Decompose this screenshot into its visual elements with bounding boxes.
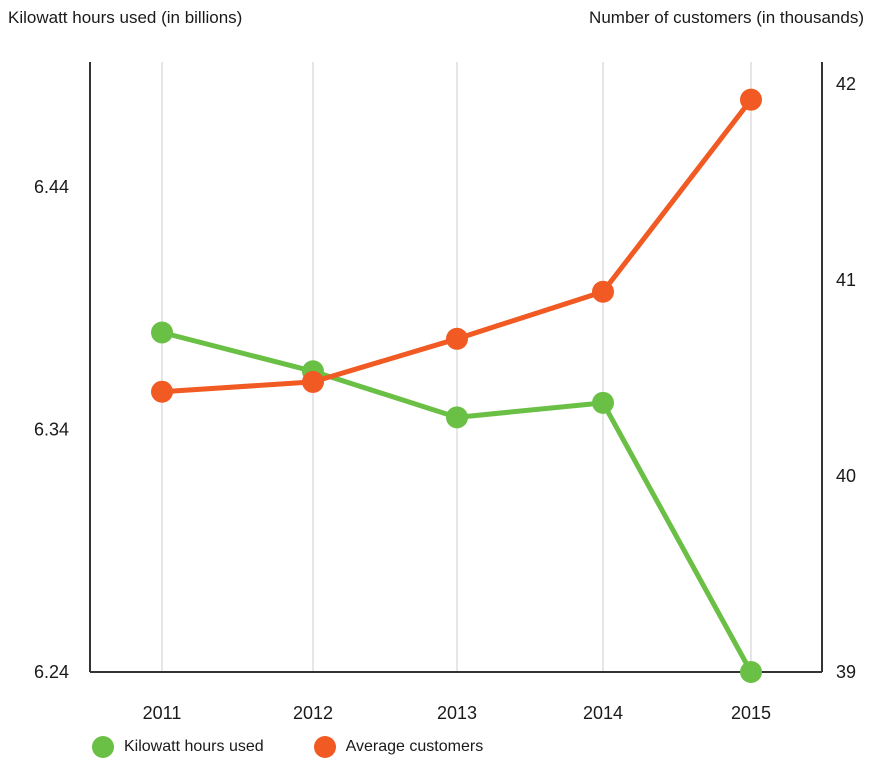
data-point-kilowatt-hours-used-2015 (740, 661, 762, 683)
legend: Kilowatt hours used Average customers (92, 736, 533, 758)
y-right-tick-label-42: 42 (836, 74, 856, 94)
data-point-average-customers-2011 (151, 380, 173, 403)
legend-swatch-customers (313, 736, 336, 758)
legend-label-kwh: Kilowatt hours used (124, 738, 264, 755)
legend-swatch-kwh (92, 736, 114, 758)
data-point-average-customers-2013 (446, 327, 468, 350)
data-point-kilowatt-hours-used-2011 (151, 321, 173, 344)
data-point-average-customers-2015 (740, 88, 762, 111)
y-axis-right-title: Number of customers (in thousands) (589, 8, 864, 27)
y-left-tick-label-6.44: 6.44 (34, 177, 69, 197)
y-axis-left-title: Kilowatt hours used (in billions) (8, 8, 243, 27)
y-left-tick-label-6.34: 6.34 (34, 420, 69, 440)
x-tick-label-2013: 2013 (437, 703, 477, 723)
data-point-average-customers-2014 (592, 280, 614, 303)
data-point-average-customers-2012 (302, 370, 324, 393)
y-right-tick-label-39: 39 (836, 662, 856, 682)
x-tick-label-2011: 2011 (143, 703, 182, 723)
y-right-tick-label-41: 41 (836, 270, 856, 290)
data-point-kilowatt-hours-used-2014 (592, 391, 614, 414)
x-tick-label-2014: 2014 (583, 703, 623, 723)
legend-item-kwh: Kilowatt hours used (92, 736, 264, 758)
legend-item-customers: Average customers (313, 736, 484, 758)
data-point-kilowatt-hours-used-2013 (446, 406, 468, 429)
y-right-tick-label-40: 40 (836, 466, 856, 486)
x-tick-label-2015: 2015 (731, 703, 771, 723)
legend-label-customers: Average customers (345, 738, 484, 755)
y-left-tick-label-6.24: 6.24 (34, 662, 69, 682)
x-tick-label-2012: 2012 (293, 703, 333, 723)
